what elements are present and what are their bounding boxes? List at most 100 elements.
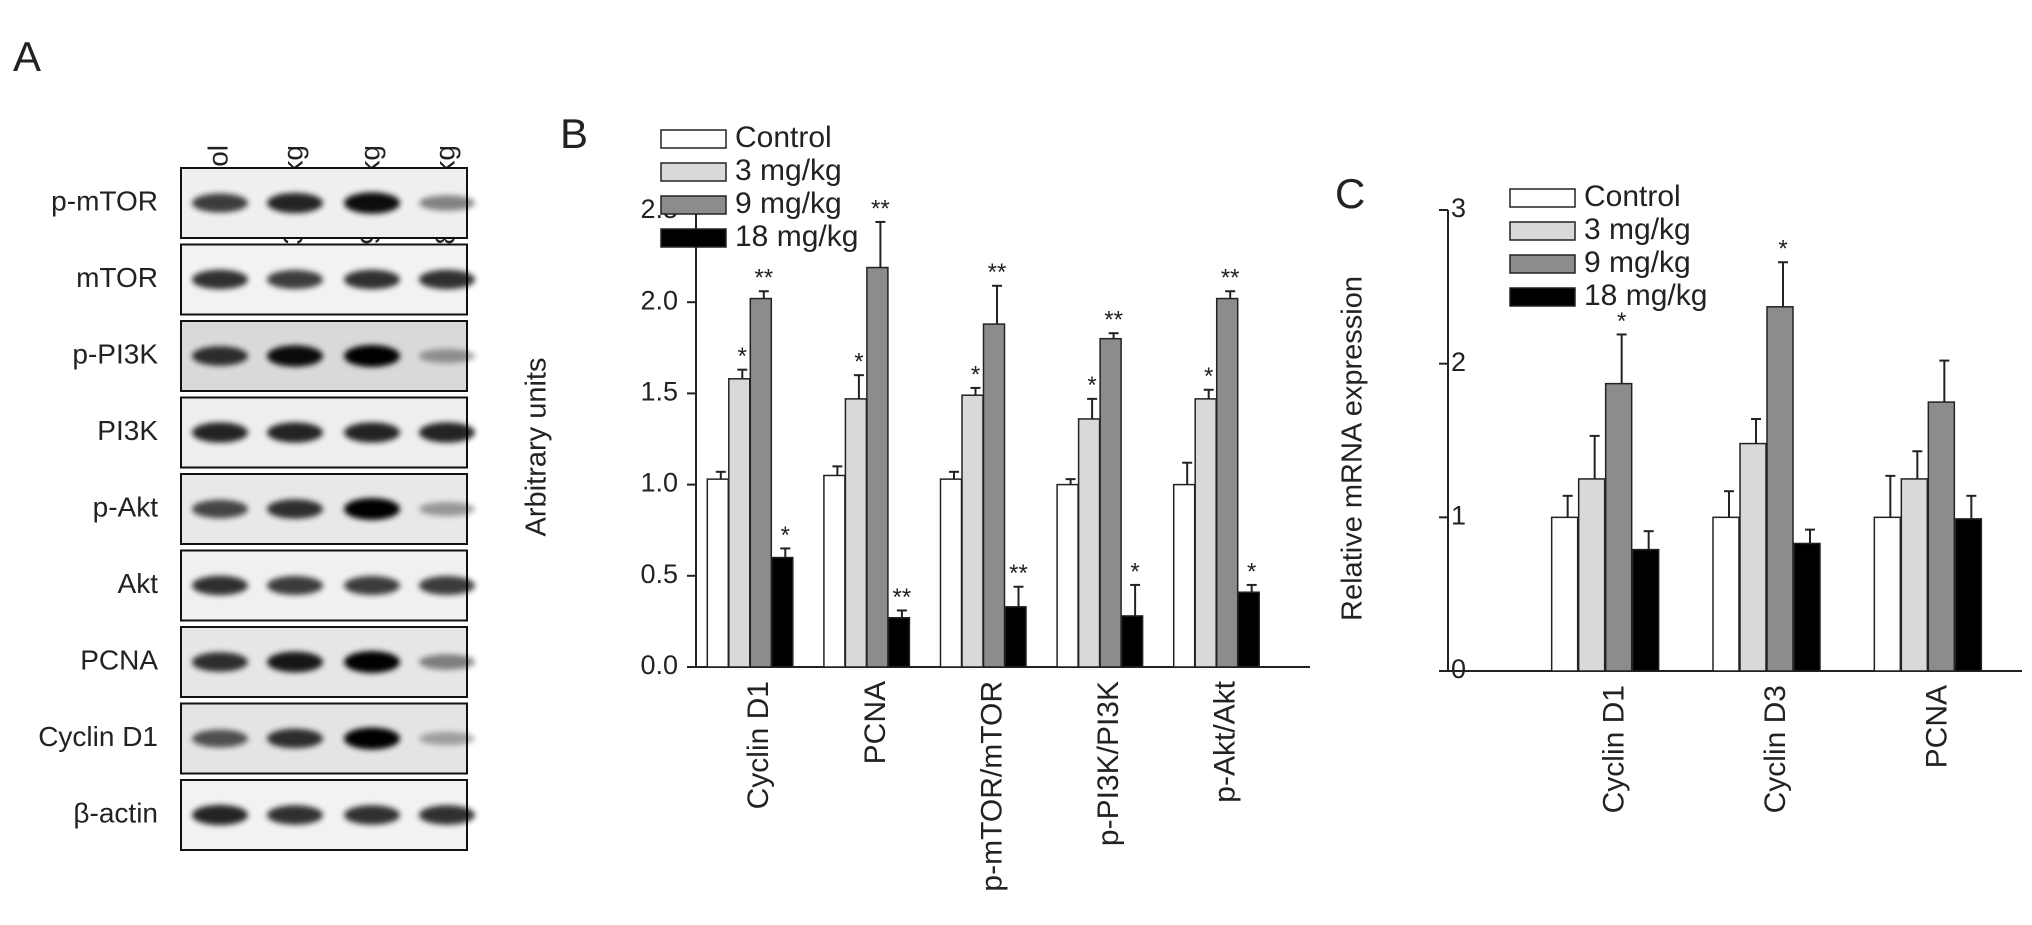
significance: **	[871, 195, 890, 222]
significance: *	[1087, 372, 1096, 399]
band	[344, 192, 400, 214]
band	[267, 422, 323, 443]
bar	[771, 556, 794, 668]
band	[344, 576, 400, 595]
bar	[1766, 306, 1794, 672]
band	[344, 498, 400, 520]
bar	[1793, 542, 1821, 672]
bar	[1237, 591, 1260, 668]
band	[267, 499, 323, 519]
band	[192, 575, 248, 596]
band	[192, 346, 248, 366]
x-tick-label: Cyclin D3	[1759, 685, 1792, 813]
band	[192, 269, 248, 290]
x-tick-label: p-Akt/Akt	[1209, 680, 1242, 802]
row-label: p-PI3K	[72, 338, 158, 369]
legend-swatch	[1509, 254, 1576, 274]
bar	[1604, 382, 1633, 672]
band	[344, 805, 400, 825]
significance: *	[854, 349, 863, 376]
band	[344, 422, 400, 443]
y-tick-label: 1.5	[640, 377, 678, 407]
bar	[728, 378, 751, 668]
legend-swatch	[660, 129, 727, 149]
bar	[706, 478, 730, 668]
bar	[1712, 516, 1740, 672]
bar	[1954, 518, 1983, 672]
significance: **	[754, 265, 773, 292]
band	[267, 345, 323, 367]
band	[419, 654, 475, 670]
bar	[1056, 483, 1079, 668]
bar	[1927, 401, 1956, 672]
band	[419, 422, 475, 443]
x-tick-label: p-PI3K/PI3K	[1092, 681, 1125, 846]
bar	[1099, 337, 1122, 668]
legend-label: 9 mg/kg	[1584, 246, 1691, 279]
significance: *	[1130, 558, 1139, 585]
significance: *	[781, 522, 790, 549]
band	[419, 731, 475, 746]
significance: **	[988, 259, 1007, 286]
significance: *	[1204, 363, 1213, 390]
y-axis-label: Arbitrary units	[521, 358, 553, 537]
bar	[1004, 606, 1027, 668]
y-axis-label: Relative mRNA expression	[1337, 276, 1369, 621]
bar	[1215, 297, 1239, 668]
x-tick-label: Cyclin D1	[1598, 685, 1631, 813]
legend-swatch	[1509, 287, 1576, 307]
legend-label: 9 mg/kg	[735, 187, 842, 220]
band	[192, 652, 248, 672]
significance: **	[1104, 307, 1123, 334]
bar	[1172, 483, 1196, 668]
y-tick-label: 2	[1451, 347, 1466, 377]
bar	[866, 266, 889, 668]
band	[267, 805, 323, 825]
x-tick-label: p-mTOR/mTOR	[975, 681, 1008, 892]
x-tick-label: PCNA	[1920, 685, 1953, 768]
significance: **	[1221, 265, 1240, 292]
band	[192, 804, 248, 826]
y-tick-label: 3	[1451, 193, 1466, 223]
bar	[1873, 516, 1902, 672]
bar	[982, 323, 1006, 668]
bar	[1550, 516, 1579, 672]
row-label: Akt	[118, 568, 159, 599]
legend-swatch	[660, 162, 727, 182]
row-label: Cyclin D1	[38, 721, 158, 752]
band	[267, 651, 323, 673]
bar	[939, 478, 963, 668]
significance: *	[971, 361, 980, 388]
legend-swatch	[1509, 188, 1576, 208]
y-tick-label: 0	[1451, 654, 1466, 684]
y-tick-label: 0.0	[640, 650, 678, 680]
row-label: p-mTOR	[51, 185, 158, 216]
significance: **	[893, 584, 912, 611]
band	[344, 345, 400, 367]
row-label: mTOR	[76, 262, 158, 293]
panel-label: A	[13, 33, 41, 80]
band	[419, 576, 475, 595]
panel-label: B	[560, 110, 588, 157]
bar	[1194, 398, 1217, 668]
row-label: PCNA	[80, 644, 158, 675]
legend-swatch	[1509, 221, 1576, 241]
band	[419, 348, 475, 364]
y-tick-label: 1.0	[640, 468, 678, 498]
bar	[1739, 442, 1767, 672]
bar	[844, 398, 868, 668]
band	[192, 499, 248, 519]
band	[192, 193, 248, 213]
band	[344, 269, 400, 290]
bar	[1577, 478, 1606, 672]
legend-swatch	[660, 195, 727, 215]
y-tick-label: 1	[1451, 500, 1466, 530]
x-tick-label: Cyclin D1	[742, 681, 775, 809]
legend-label: Control	[1584, 180, 1681, 213]
bar	[961, 394, 984, 668]
band	[344, 727, 400, 750]
band	[419, 269, 475, 290]
band	[267, 728, 323, 749]
row-label: PI3K	[97, 415, 158, 446]
